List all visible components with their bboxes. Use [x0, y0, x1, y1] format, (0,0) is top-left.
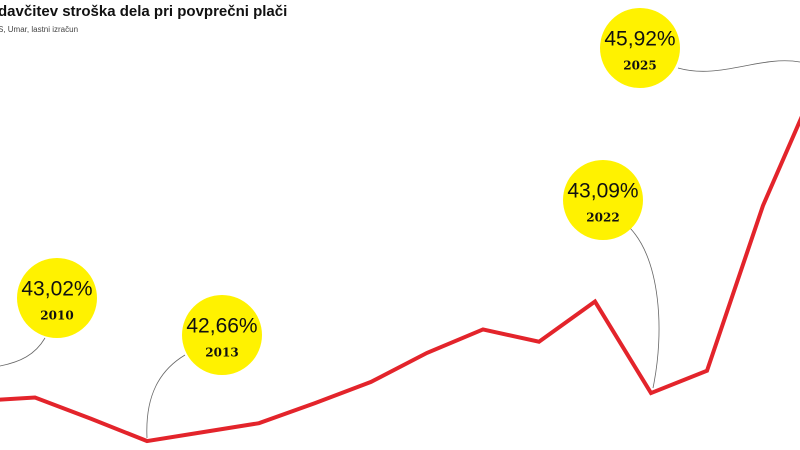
- callout-year: 2010: [40, 309, 73, 323]
- callout-value: 45,92%: [604, 28, 675, 51]
- callout-year: 2022: [586, 211, 619, 225]
- chart-subtitle: S, Umar, lastni izračun: [0, 25, 78, 34]
- chart-title: davčitev stroška dela pri povprečni plač…: [0, 3, 287, 20]
- callout-year: 2025: [623, 59, 656, 73]
- callout-value: 43,09%: [567, 180, 638, 203]
- callout-value: 42,66%: [186, 315, 257, 338]
- callout-arrows: [0, 60, 800, 439]
- callout-bubble: [600, 8, 680, 88]
- callout-bubble: [17, 258, 97, 338]
- callout-bubble: [563, 160, 643, 240]
- callout-bubble: [182, 295, 262, 375]
- callout-year: 2013: [205, 346, 238, 360]
- data-line: [0, 115, 800, 444]
- callout-value: 43,02%: [21, 278, 92, 301]
